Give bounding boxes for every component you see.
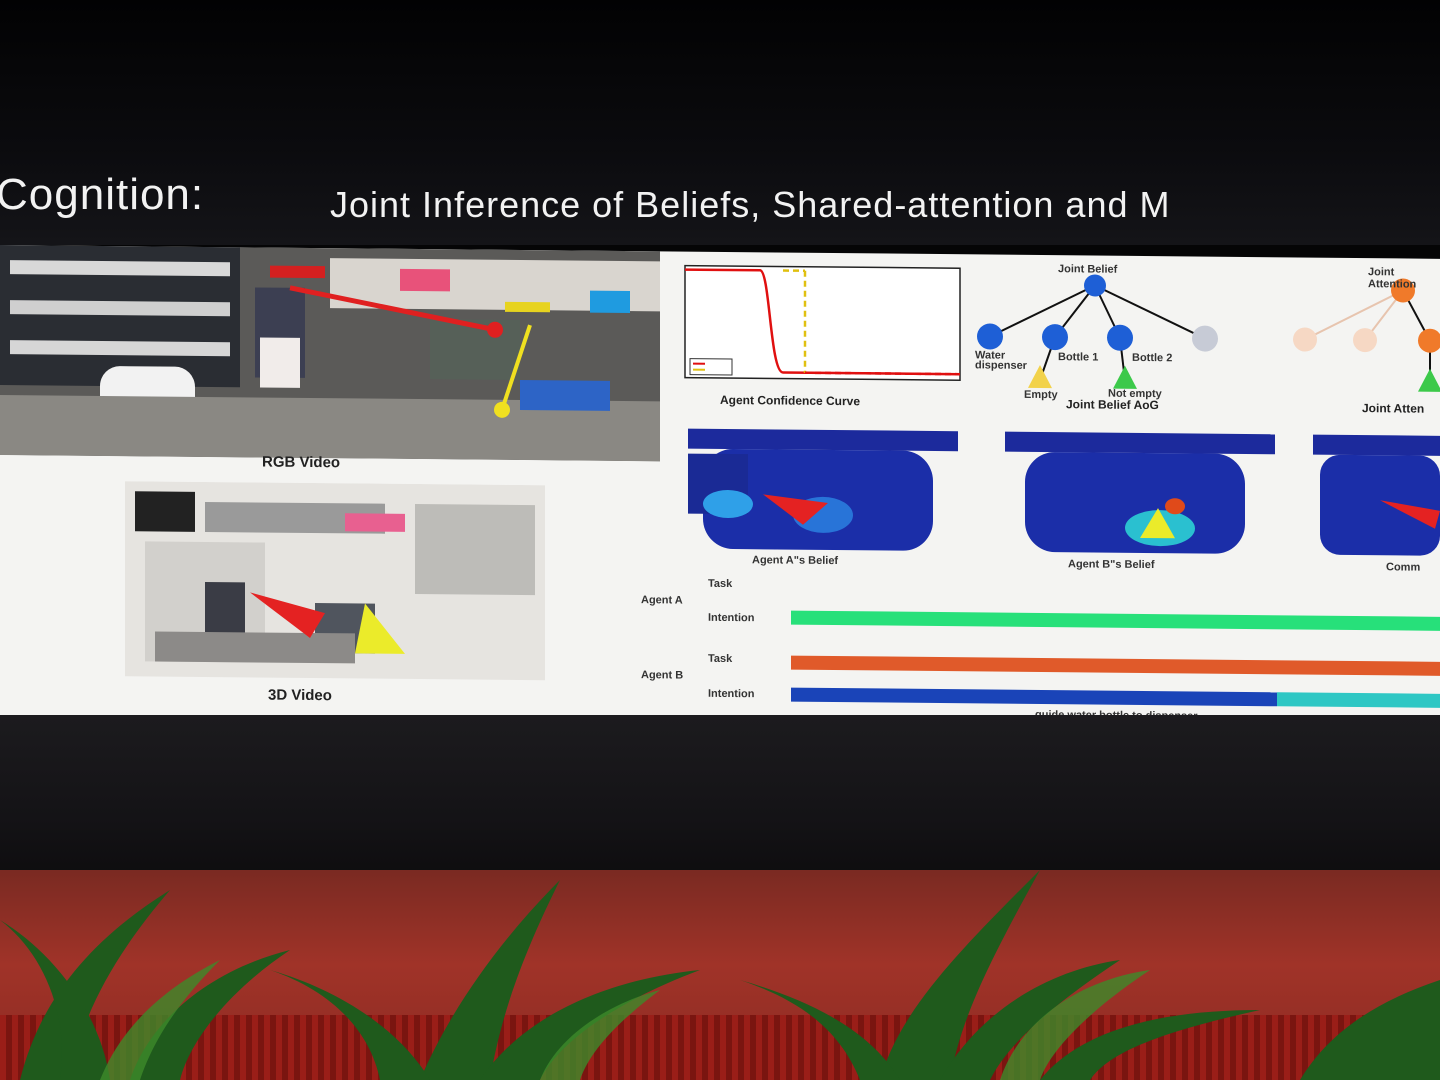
agent-b-intention-bar-tail bbox=[1277, 692, 1440, 708]
aog-root-label: Joint Belief bbox=[1058, 263, 1118, 276]
agent-a-intention-bar bbox=[791, 610, 1440, 631]
agent-a-task-label: Task bbox=[708, 577, 733, 591]
slide-title-main: Cognition: bbox=[0, 170, 205, 219]
aog-node-dispenser: Water dispenser bbox=[975, 349, 1027, 372]
agent-a-intention-label: Intention bbox=[708, 611, 755, 625]
confidence-curve-label: Agent Confidence Curve bbox=[720, 392, 861, 409]
aog-node-bottle1: Bottle 1 bbox=[1058, 351, 1099, 364]
confidence-curve-plot bbox=[684, 264, 961, 381]
joint-belief-aog bbox=[977, 274, 1218, 389]
aog-node-bottle2: Bottle 2 bbox=[1132, 351, 1173, 365]
video-3d-label: 3D Video bbox=[268, 686, 332, 705]
potted-plants bbox=[0, 870, 1440, 1080]
agent-a-belief-map bbox=[683, 423, 963, 555]
agent-a-label: Agent A bbox=[641, 594, 683, 607]
joint-belief-aog-label: Joint Belief AoG bbox=[1066, 397, 1159, 413]
joint-attention-aog-label: Joint Atten bbox=[1362, 401, 1425, 416]
agent-a-belief-label: Agent A"s Belief bbox=[752, 554, 839, 568]
common-belief-label: Comm bbox=[1386, 561, 1421, 574]
slide-title-subtitle: Joint Inference of Beliefs, Shared-atten… bbox=[330, 184, 1171, 225]
stage-skirt bbox=[0, 1015, 1440, 1080]
dark-wall-top bbox=[0, 0, 1440, 245]
agent-b-belief-map bbox=[1000, 426, 1280, 558]
dark-wall-bottom bbox=[0, 715, 1440, 885]
rgb-video-label: RGB Video bbox=[262, 453, 341, 472]
slide-title: Cognition: Joint Inference of Beliefs, S… bbox=[0, 170, 1440, 240]
projected-figure: RGB Video 3D Video Agent Co bbox=[0, 245, 1440, 729]
agent-b-intention-bar bbox=[791, 687, 1277, 707]
aog2-root-label: Joint Attention bbox=[1368, 266, 1417, 291]
rgb-video-frame bbox=[0, 245, 660, 462]
common-belief-map bbox=[1310, 429, 1440, 559]
aog-leaf-empty: Empty bbox=[1024, 388, 1058, 402]
agent-b-intention-label: Intention bbox=[708, 687, 755, 701]
agent-b-task-label: Task bbox=[708, 652, 733, 666]
agent-b-belief-label: Agent B"s Belief bbox=[1068, 558, 1155, 572]
agent-b-task-bar bbox=[791, 655, 1440, 676]
video-3d-frame bbox=[125, 481, 545, 681]
joint-attention-aog bbox=[1293, 278, 1440, 392]
agent-b-label: Agent B bbox=[641, 669, 684, 682]
